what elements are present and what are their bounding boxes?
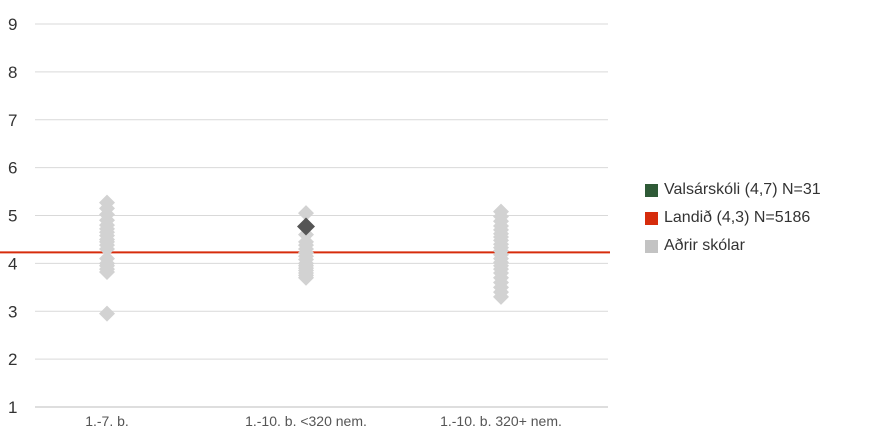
legend: Valsárskóli (4,7) N=31 Landið (4,3) N=518…	[645, 176, 821, 260]
y-tick-label: 4	[8, 254, 17, 273]
other-school-point	[493, 288, 509, 305]
legend-label: Aðrir skólar	[664, 237, 745, 254]
y-tick-label: 5	[8, 207, 17, 226]
other-school-point	[99, 263, 115, 280]
y-tick-label: 3	[8, 302, 17, 321]
x-tick-label: 1.-7. b.	[85, 413, 129, 429]
other-school-point	[99, 241, 115, 258]
other-school-point	[99, 305, 115, 322]
y-tick-label: 9	[8, 15, 17, 34]
y-tick-label: 6	[8, 159, 17, 178]
legend-item: Landið (4,3) N=5186	[645, 204, 821, 232]
legend-swatch	[645, 183, 658, 197]
y-tick-label: 2	[8, 350, 17, 369]
other-school-point	[298, 205, 314, 222]
legend-swatch	[645, 211, 658, 225]
data-points	[99, 194, 509, 322]
x-axis-ticks: 1.-7. b. 1.-10. b. <320 nem. 1.-10. b. 320…	[85, 413, 562, 429]
gridlines	[35, 23, 608, 408]
other-school-point	[298, 269, 314, 286]
x-tick-label: 1.-10. b. 320+ nem.	[440, 413, 562, 429]
legend-item: Aðrir skólar	[645, 232, 821, 260]
legend-label: Landið (4,3) N=5186	[664, 209, 811, 226]
y-tick-label: 1	[8, 398, 17, 417]
y-tick-label: 8	[8, 63, 17, 82]
y-tick-label: 7	[8, 111, 17, 130]
legend-label: Valsárskóli (4,7) N=31	[664, 181, 821, 198]
y-axis-ticks: 1 2 3 4 5 6 7 8 9	[8, 15, 17, 417]
legend-item: Valsárskóli (4,7) N=31	[645, 176, 821, 204]
legend-swatch	[645, 239, 658, 253]
x-tick-label: 1.-10. b. <320 nem.	[245, 413, 367, 429]
school-point	[297, 217, 315, 236]
